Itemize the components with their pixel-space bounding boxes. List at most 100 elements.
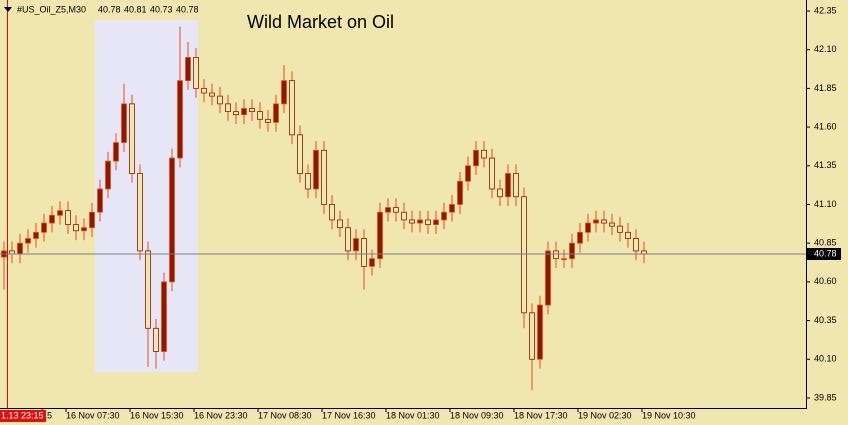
bar-close: 40.78 <box>176 4 199 14</box>
y-tick-label: 39.85 <box>814 392 837 402</box>
candle-body <box>577 231 583 244</box>
candle-body <box>497 188 503 198</box>
bar-high: 40.81 <box>124 4 147 14</box>
candle-body <box>625 231 631 239</box>
candle-body <box>369 258 375 267</box>
candle-body <box>457 180 463 205</box>
x-tick-label: 18 Nov 01:30 <box>386 410 440 420</box>
candle-body <box>401 211 407 221</box>
x-tick-label: 16 Nov 15:30 <box>130 410 184 420</box>
candle-body <box>273 103 279 123</box>
candle-body <box>289 80 295 136</box>
candle-body <box>281 80 287 105</box>
candle-body <box>41 222 47 233</box>
candle-body <box>553 250 559 260</box>
current-price-label: 40.78 <box>814 248 837 258</box>
current-price-box <box>807 247 841 260</box>
x-tick-label: 15 <box>42 410 52 420</box>
candle-body <box>433 219 439 225</box>
candle-body <box>361 238 367 267</box>
y-tick-label: 42.35 <box>814 5 837 15</box>
candle-body <box>313 149 319 190</box>
x-tick-label: 18 Nov 09:30 <box>450 410 504 420</box>
x-tick-label: 17 Nov 08:30 <box>258 410 312 420</box>
candle-body <box>137 173 143 252</box>
candle-body <box>601 219 607 224</box>
candle-body <box>105 160 111 190</box>
candle-body <box>489 157 495 190</box>
crosshair-label: 1.13 23:15 <box>1 410 44 420</box>
candle-body <box>569 242 575 260</box>
candle-body <box>465 165 471 182</box>
candle-body <box>17 242 23 255</box>
candle-body <box>233 111 239 116</box>
x-tick-label: 19 Nov 02:30 <box>578 410 632 420</box>
crosshair-box <box>0 410 46 422</box>
x-tick-label: 16 Nov 07:30 <box>66 410 120 420</box>
candle-body <box>129 103 135 174</box>
candle-body <box>537 304 543 360</box>
candle-body <box>609 222 615 227</box>
candle-body <box>121 103 127 143</box>
candle-body <box>617 225 623 233</box>
candle-body <box>329 204 335 221</box>
candle-body <box>249 108 255 112</box>
candle-body <box>385 207 391 213</box>
candle-body <box>241 108 247 116</box>
candle-body <box>305 173 311 190</box>
candle-body <box>337 219 343 229</box>
candle-body <box>409 219 415 224</box>
x-tick-label: 19 Nov 10:30 <box>642 410 696 420</box>
candle-body <box>513 173 519 198</box>
y-tick-label: 41.60 <box>814 121 837 131</box>
candle-body <box>321 149 327 205</box>
candle-body <box>449 204 455 213</box>
candle-body <box>25 238 31 244</box>
candle-body <box>585 222 591 233</box>
y-tick-label: 40.10 <box>814 354 837 364</box>
candle-body <box>521 196 527 314</box>
candle-body <box>473 149 479 167</box>
candle-body <box>177 80 183 159</box>
y-tick-label: 42.10 <box>814 44 837 54</box>
candle-body <box>153 327 159 352</box>
candle-body <box>81 227 87 232</box>
candle-body <box>161 281 167 352</box>
y-tick-label: 41.35 <box>814 160 837 170</box>
candle-body <box>593 219 599 224</box>
bar-low: 40.73 <box>150 4 173 14</box>
candle-body <box>425 219 431 225</box>
candle-body <box>169 157 175 283</box>
candle-body <box>57 210 63 216</box>
candle-body <box>73 224 79 232</box>
candle-body <box>505 173 511 198</box>
candle-body <box>353 238 359 252</box>
y-tick-label: 40.85 <box>814 238 837 248</box>
y-tick-label: 41.85 <box>814 83 837 93</box>
chart-title: Wild Market on Oil <box>247 12 394 32</box>
candle-body <box>545 250 551 306</box>
candle-body <box>97 188 103 213</box>
candle-body <box>193 57 199 89</box>
candle-body <box>217 95 223 105</box>
y-tick-label: 40.35 <box>814 315 837 325</box>
candle-body <box>89 211 95 229</box>
candle-body <box>33 231 39 239</box>
candle-body <box>113 142 119 162</box>
menu-arrow[interactable] <box>4 7 12 12</box>
candle-body <box>297 134 303 174</box>
candle-body <box>49 214 55 224</box>
candle-body <box>265 118 271 123</box>
y-tick-label: 40.60 <box>814 276 837 286</box>
candle-body <box>393 207 399 213</box>
candle-body <box>561 258 567 261</box>
candle-body <box>345 227 351 252</box>
x-tick-label: 18 Nov 17:30 <box>514 410 568 420</box>
candle-body <box>633 238 639 252</box>
candle-body <box>481 149 487 159</box>
x-tick-label: 17 Nov 16:30 <box>322 410 376 420</box>
candle-body <box>417 219 423 224</box>
y-tick-label: 41.10 <box>814 199 837 209</box>
bar-open: 40.78 <box>98 4 121 14</box>
